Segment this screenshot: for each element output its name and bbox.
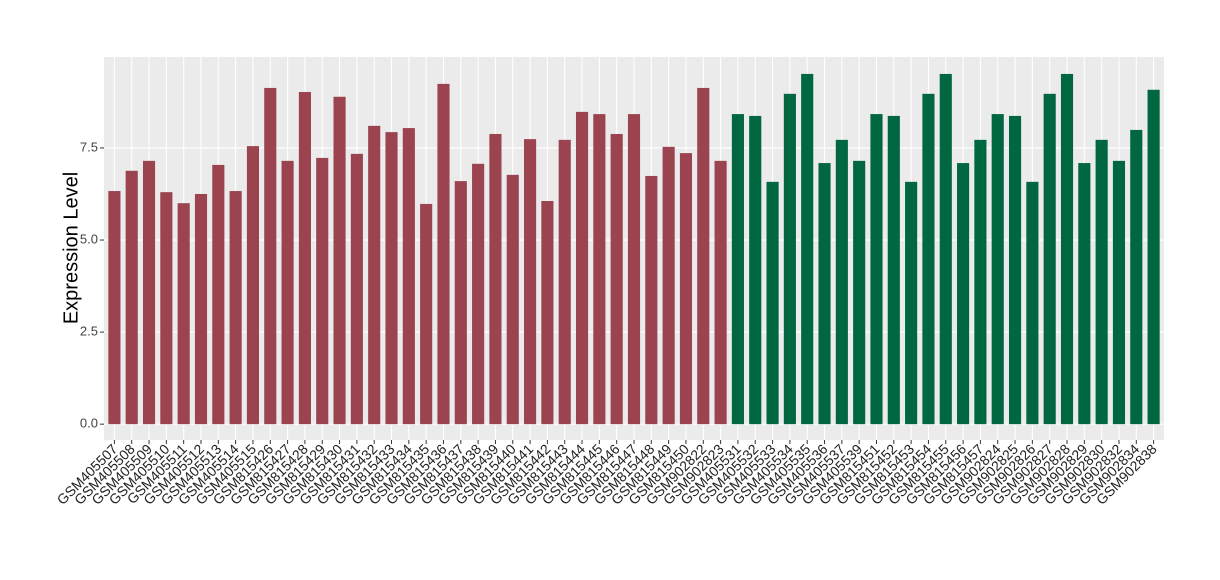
bar (229, 191, 242, 425)
bar (627, 114, 641, 425)
y-tick-label: 7.5 (80, 139, 98, 154)
bar (749, 115, 762, 425)
bar (125, 170, 138, 425)
bar (420, 203, 433, 425)
bar (506, 174, 519, 425)
bar (350, 153, 363, 425)
bar (1130, 129, 1143, 425)
bar (246, 146, 260, 425)
bar (298, 91, 311, 425)
bar (333, 96, 346, 425)
bar (679, 153, 693, 425)
bar (177, 203, 190, 425)
bar (1043, 93, 1056, 425)
bar (1095, 139, 1108, 425)
bar (108, 191, 121, 425)
bar (1060, 73, 1074, 425)
y-tick-label: 0.0 (80, 416, 98, 431)
bar (853, 160, 866, 425)
bar (1026, 181, 1039, 425)
bar (264, 87, 277, 425)
bar (454, 181, 467, 425)
bar (316, 157, 329, 425)
bar (887, 115, 900, 425)
bar (368, 125, 381, 425)
bar (991, 114, 1004, 425)
bar (489, 133, 502, 425)
bar (194, 193, 208, 425)
bar (558, 139, 571, 425)
bar (212, 164, 225, 425)
y-tick-label: 2.5 (80, 324, 98, 339)
bar (957, 163, 970, 425)
bar (437, 83, 450, 425)
bar (575, 111, 589, 425)
bar (939, 73, 952, 425)
bar (610, 133, 623, 425)
bar (662, 146, 675, 425)
bar (818, 163, 831, 425)
bar (731, 114, 744, 425)
bar (1147, 89, 1160, 425)
bar (524, 139, 537, 425)
bar (402, 128, 415, 425)
y-axis-title: Expression Level (60, 172, 82, 324)
bar (870, 114, 883, 425)
bar (783, 93, 796, 425)
bar (1008, 115, 1022, 425)
bar (766, 181, 779, 425)
bar (922, 93, 935, 425)
bar (160, 192, 173, 425)
bar (645, 175, 658, 425)
bar (801, 73, 814, 425)
bar (1112, 160, 1126, 425)
bar (142, 160, 156, 425)
bar (385, 132, 398, 425)
bar (1078, 163, 1091, 425)
bar (697, 87, 710, 425)
bar (974, 139, 987, 425)
bar (593, 114, 606, 425)
y-tick-label: 5.0 (80, 231, 98, 246)
bar (835, 139, 848, 425)
bar (905, 181, 918, 425)
bar (281, 160, 294, 425)
bar (714, 160, 727, 425)
bar (541, 200, 554, 425)
bar (472, 163, 485, 425)
